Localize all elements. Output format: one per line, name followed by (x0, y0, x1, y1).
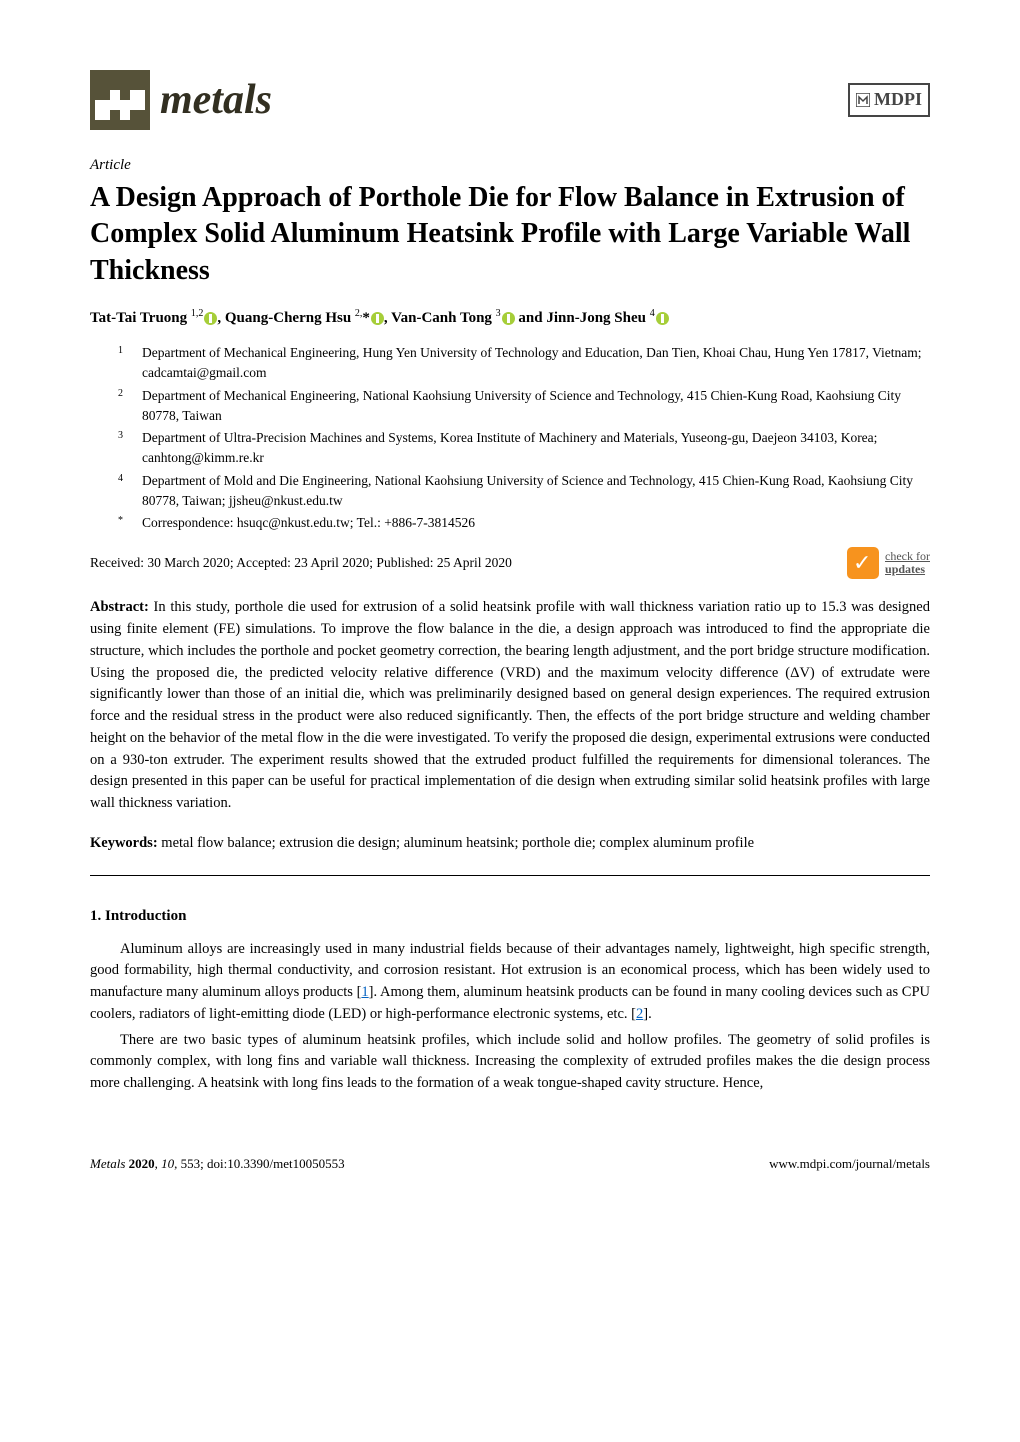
affiliation-text: Department of Mechanical Engineering, Na… (142, 386, 930, 427)
affiliation-text: Department of Mold and Die Engineering, … (142, 471, 930, 512)
abstract-text: In this study, porthole die used for ext… (90, 599, 930, 811)
affiliations-block: 1Department of Mechanical Engineering, H… (118, 343, 930, 533)
affiliation-row: *Correspondence: hsuqc@nkust.edu.tw; Tel… (118, 513, 930, 533)
abstract-block: Abstract: In this study, porthole die us… (90, 597, 930, 815)
check-updates-text: check for updates (885, 550, 930, 576)
authors-line: Tat-Tai Truong 1,2, Quang-Cherng Hsu 2,*… (90, 307, 930, 329)
check-for-updates-link[interactable]: check for updates (847, 547, 930, 579)
affiliation-number: 1 (118, 343, 142, 384)
affiliation-row: 2Department of Mechanical Engineering, N… (118, 386, 930, 427)
publisher-name: MDPI (874, 87, 922, 112)
section-divider (90, 875, 930, 876)
dates-row: Received: 30 March 2020; Accepted: 23 Ap… (90, 547, 930, 579)
footer-citation: Metals 2020, 10, 553; doi:10.3390/met100… (90, 1155, 345, 1173)
keywords-block: Keywords: metal flow balance; extrusion … (90, 833, 930, 855)
affiliation-number: 3 (118, 428, 142, 469)
affiliation-row: 4Department of Mold and Die Engineering,… (118, 471, 930, 512)
footer-url-link[interactable]: www.mdpi.com/journal/metals (769, 1156, 930, 1171)
section-1-heading: 1. Introduction (90, 906, 930, 927)
header-row: metals MDPI (90, 70, 930, 130)
intro-paragraph-2: There are two basic types of aluminum he… (90, 1030, 930, 1095)
affiliation-row: 1Department of Mechanical Engineering, H… (118, 343, 930, 384)
keywords-text: metal flow balance; extrusion die design… (161, 835, 754, 851)
logo-block: metals (90, 70, 272, 130)
affiliation-row: 3Department of Ultra-Precision Machines … (118, 428, 930, 469)
journal-name: metals (160, 71, 272, 130)
affiliation-number: 2 (118, 386, 142, 427)
article-type-label: Article (90, 155, 930, 176)
keywords-label: Keywords: (90, 835, 158, 851)
footer-journal-url: www.mdpi.com/journal/metals (769, 1155, 930, 1173)
received-accepted-published: Received: 30 March 2020; Accepted: 23 Ap… (90, 554, 512, 573)
ref-link-1[interactable]: 1 (361, 984, 368, 1000)
affiliation-number: * (118, 513, 142, 533)
check-updates-icon (847, 547, 879, 579)
affiliation-text: Correspondence: hsuqc@nkust.edu.tw; Tel.… (142, 513, 930, 533)
article-title: A Design Approach of Porthole Die for Fl… (90, 180, 930, 289)
journal-logo-icon (90, 70, 150, 130)
abstract-label: Abstract: (90, 599, 149, 615)
affiliation-number: 4 (118, 471, 142, 512)
publisher-logo: MDPI (848, 83, 930, 116)
affiliation-text: Department of Mechanical Engineering, Hu… (142, 343, 930, 384)
mdpi-icon (856, 93, 870, 107)
page-footer: Metals 2020, 10, 553; doi:10.3390/met100… (90, 1155, 930, 1173)
intro-paragraph-1: Aluminum alloys are increasingly used in… (90, 939, 930, 1026)
affiliation-text: Department of Ultra-Precision Machines a… (142, 428, 930, 469)
